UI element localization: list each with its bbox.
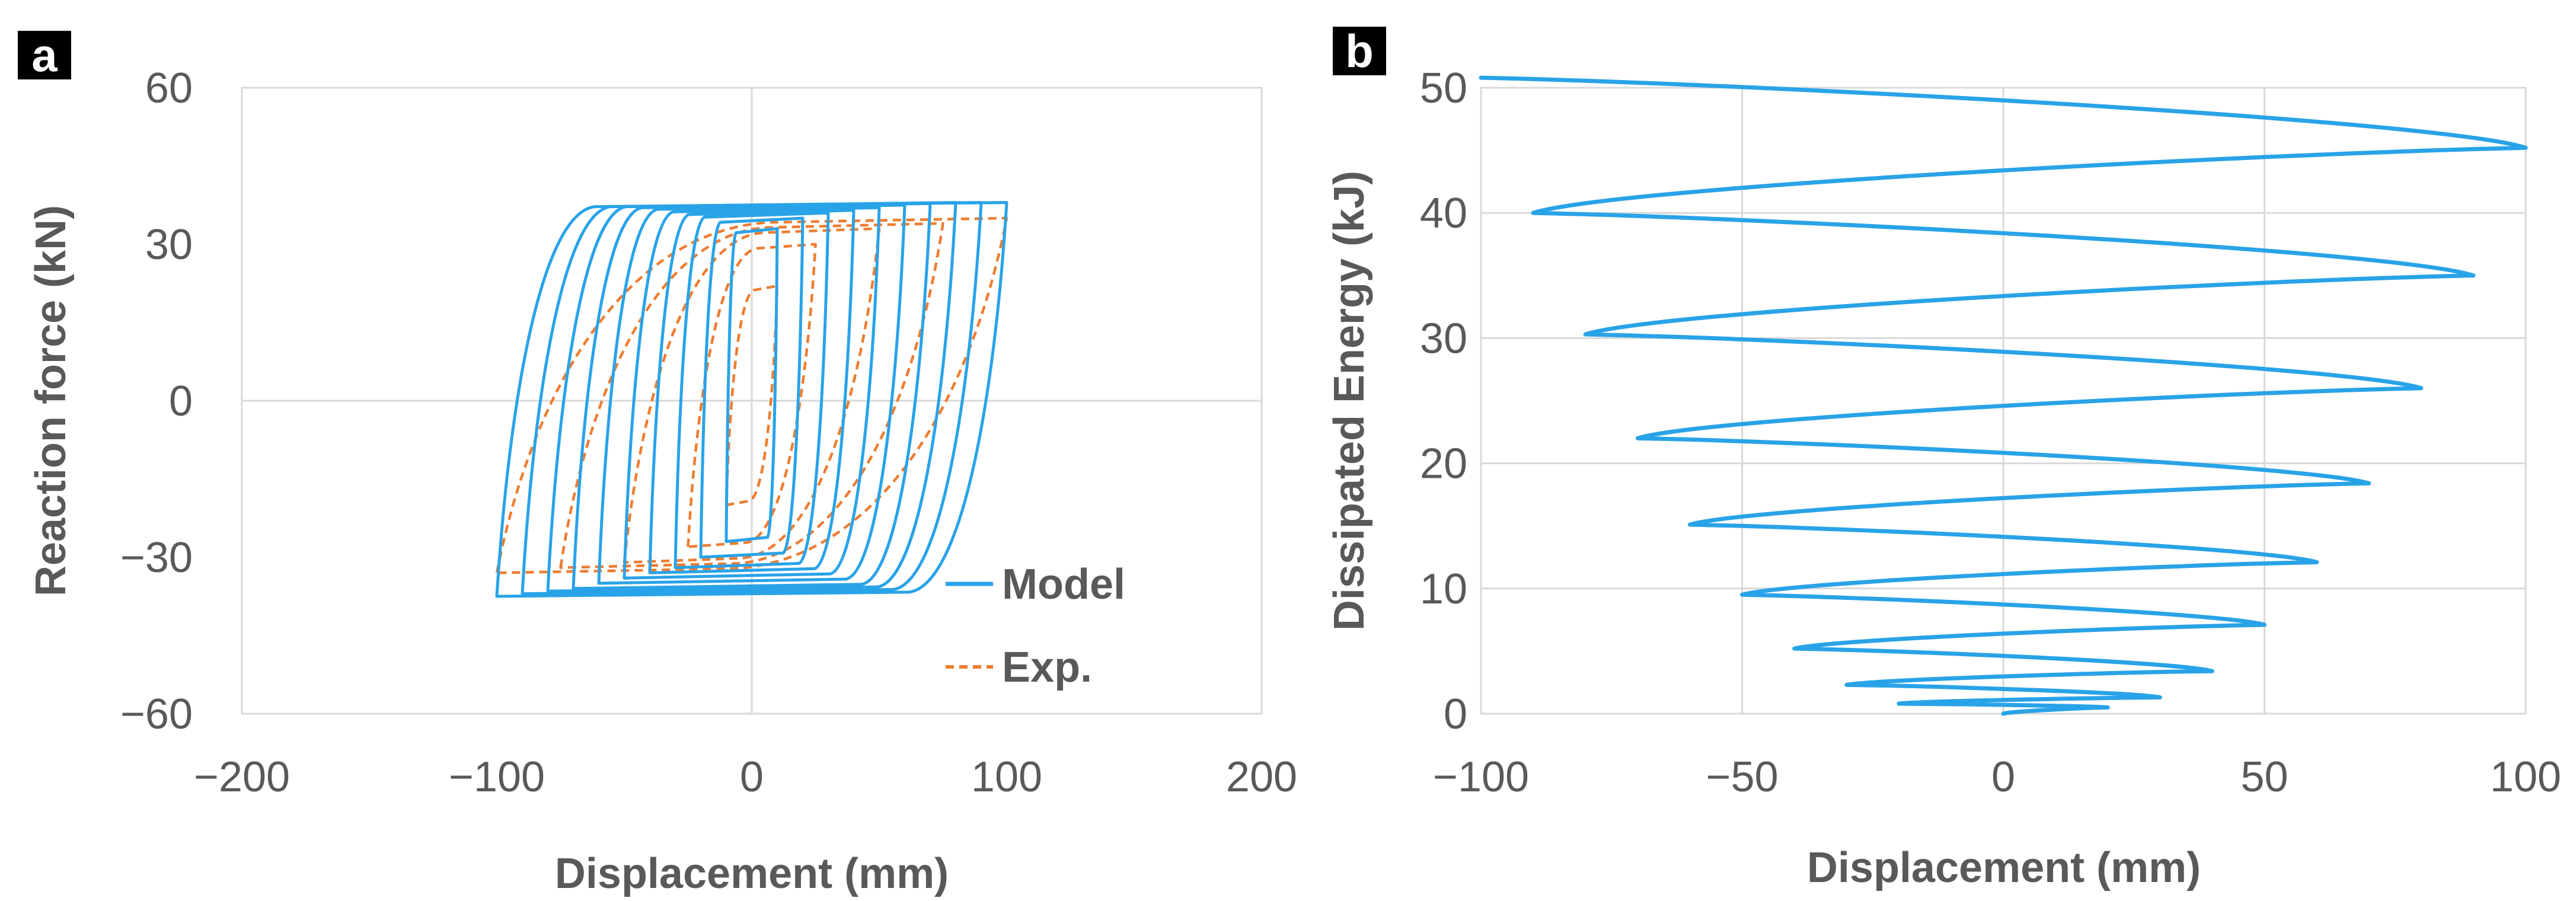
panel-a-x-tick-label: 0	[740, 753, 764, 801]
panel-a-y-tick-labels: −60 −30 0 30 60	[120, 65, 193, 738]
panel-a-x-tick-label: −200	[194, 753, 290, 801]
dissipated-energy-line	[1479, 75, 2528, 716]
panel-b-y-tick-label: 20	[1420, 440, 1467, 488]
panel-b-chart: b −100 −50 0 50 100 0 10 20 30 40 50 Displacement…	[1326, 25, 2561, 892]
panel-b-x-tick-label: 50	[2240, 753, 2288, 801]
model-hysteresis-loop	[673, 211, 830, 570]
panel-b-badge-box	[1333, 27, 1386, 75]
panel-b-y-tick-label: 0	[1444, 691, 1467, 738]
panel-b-badge-label: b	[1345, 25, 1374, 77]
legend-label-model: Model	[1002, 561, 1125, 608]
panel-a-x-tick-label: 100	[971, 753, 1042, 801]
panel-a-x-axis-label: Displacement (mm)	[555, 850, 949, 897]
exp-hysteresis-loop	[559, 222, 944, 569]
panel-b-x-tick-label: 0	[1991, 753, 2015, 801]
panel-a-x-tick-label: −100	[449, 753, 545, 801]
panel-b-y-tick-label: 50	[1420, 65, 1467, 112]
panel-a-badge-label: a	[31, 29, 58, 81]
panel-b-series-energy	[1479, 75, 2528, 716]
panel-a-badge-box	[18, 31, 71, 79]
panel-a-y-tick-label: 0	[169, 378, 193, 425]
panel-a-series-model	[495, 201, 1008, 598]
panel-b-y-axis-label: Dissipated Energy (kJ)	[1326, 171, 1373, 631]
panel-b-y-tick-labels: 0 10 20 30 40 50	[1420, 65, 1467, 738]
panel-a-legend: Model Exp.	[946, 561, 1125, 691]
panel-a-y-tick-label: −30	[120, 534, 193, 582]
model-hysteresis-loop	[699, 216, 805, 559]
panel-b-y-tick-label: 10	[1420, 565, 1467, 613]
panel-a-x-tick-labels: −200 −100 0 100 200	[194, 753, 1297, 801]
panel-b-x-axis-label: Displacement (mm)	[1807, 844, 2201, 892]
panel-a-x-tick-label: 200	[1226, 753, 1297, 801]
panel-b-x-tick-label: −50	[1706, 753, 1778, 801]
panel-b-y-tick-label: 30	[1420, 315, 1467, 362]
panel-a-y-tick-label: 60	[145, 65, 193, 112]
panel-b-gridlines	[1480, 87, 2527, 715]
legend-label-exp: Exp.	[1002, 644, 1092, 691]
exp-hysteresis-loop	[687, 242, 817, 548]
model-hysteresis-loop	[724, 227, 779, 544]
panel-b-x-tick-label: −100	[1433, 753, 1529, 801]
panel-b-x-tick-label: 100	[2490, 753, 2561, 801]
exp-hysteresis-loop	[724, 285, 779, 507]
model-hysteresis-loop	[495, 201, 1008, 598]
panel-b-x-tick-labels: −100 −50 0 50 100	[1433, 753, 2561, 801]
panel-a-y-tick-label: 30	[145, 221, 193, 269]
panel-b-badge: b	[1333, 25, 1386, 77]
model-hysteresis-loop	[623, 206, 881, 580]
panel-b-y-tick-label: 40	[1420, 190, 1467, 237]
panel-a-chart: a −200 −100 0 100 200 −60 −30 0 30 60 Displaceme…	[18, 29, 1297, 897]
panel-a-badge: a	[18, 29, 71, 81]
model-hysteresis-loop	[648, 209, 856, 574]
panel-a-y-axis-label: Reaction force (kN)	[27, 205, 75, 596]
panel-a-y-tick-label: −60	[120, 691, 193, 738]
